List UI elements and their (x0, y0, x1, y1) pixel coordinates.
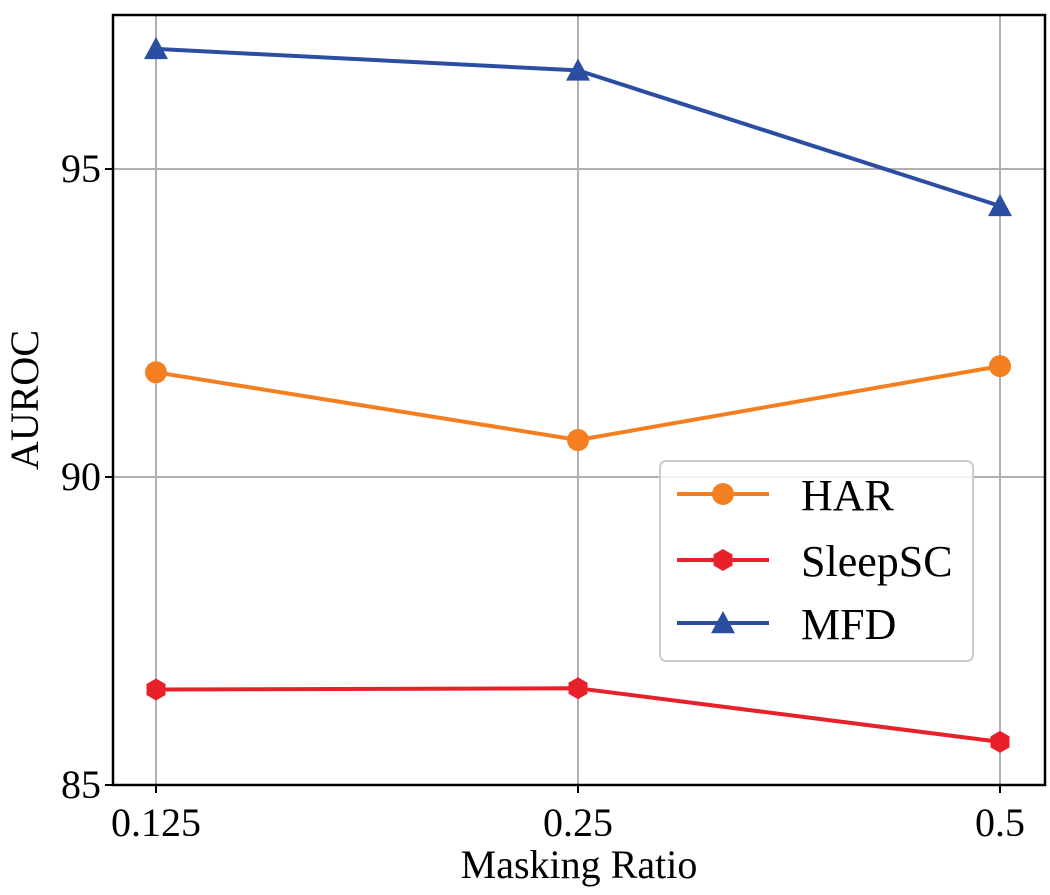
y-tick-label: 85 (61, 762, 101, 807)
legend-har-marker (712, 483, 734, 505)
series-layer (144, 36, 1012, 753)
har-point (989, 355, 1011, 378)
har-point (145, 361, 167, 384)
mfd-series (144, 36, 1012, 217)
legend-box (659, 460, 974, 662)
x-tick-label: 0.5 (975, 800, 1025, 845)
x-axis-label: Masking Ratio (461, 842, 698, 887)
mfd-point (988, 193, 1012, 217)
legend-sleepsc-marker (713, 549, 733, 571)
legend-sleepsc-label: SleepSC (801, 537, 953, 586)
y-tick-label: 90 (61, 454, 101, 499)
har-series (145, 355, 1011, 452)
legend-har-label: HAR (801, 471, 895, 520)
legend: HAR SleepSC MFD (659, 460, 974, 662)
mfd-point (144, 36, 168, 60)
x-tick-label: 0.25 (543, 800, 613, 845)
legend-mfd-marker (711, 611, 735, 634)
y-axis-label: AUROC (2, 330, 47, 470)
har-point (567, 429, 589, 452)
mfd-point (566, 58, 590, 81)
sleepsc-point (990, 730, 1010, 753)
y-tick-label: 95 (61, 146, 101, 191)
sleepsc-point (568, 677, 588, 700)
sleepsc-point (146, 678, 166, 701)
x-tick-label: 0.125 (111, 800, 201, 845)
legend-mfd-label: MFD (801, 600, 896, 649)
grid-lines (113, 15, 1045, 786)
axis-ticks: 0.125 0.25 0.5 85 90 95 (61, 146, 1025, 845)
sleepsc-series (146, 677, 1010, 753)
